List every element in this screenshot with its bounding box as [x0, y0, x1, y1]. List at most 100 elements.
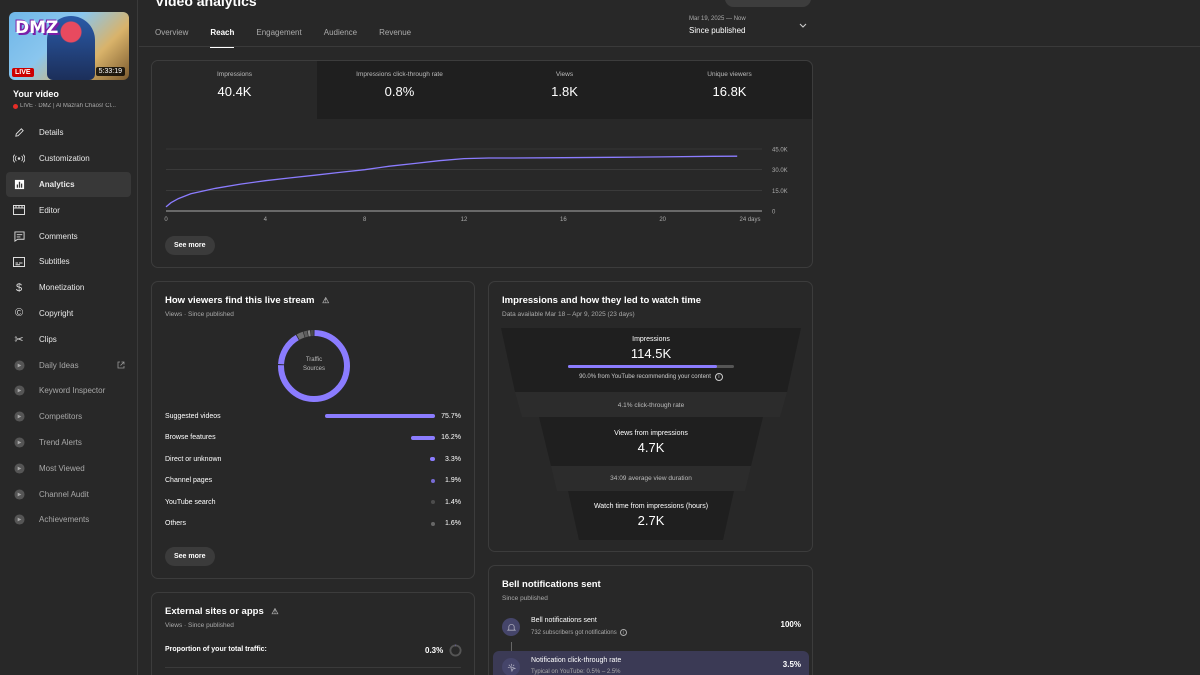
- metric-value: 40.4K: [217, 84, 252, 99]
- bell-icon: [502, 618, 520, 636]
- metric-value: 1.8K: [551, 84, 578, 99]
- external-title-text: External sites or apps: [165, 606, 264, 617]
- header-divider: [139, 46, 1200, 47]
- sidebar-item-subtitles[interactable]: Subtitles: [6, 249, 131, 275]
- sidebar-item-achievements[interactable]: Achievements: [6, 507, 131, 533]
- funnel-views: Views from impressions 4.7K: [501, 430, 801, 455]
- impressions-label: Impressions: [632, 336, 670, 343]
- sidebar-item-copyright[interactable]: © Copyright: [6, 301, 131, 327]
- source-bar: [430, 457, 435, 461]
- sidebar-item-keyword-inspector[interactable]: Keyword Inspector: [6, 378, 131, 404]
- sidebar-item-daily-ideas[interactable]: Daily Ideas: [6, 352, 131, 378]
- source-pct: 3.3%: [445, 455, 461, 463]
- sidebar-item-analytics[interactable]: Analytics: [6, 171, 131, 198]
- external-divider: [165, 667, 461, 668]
- sidebar-item-label: Editor: [39, 205, 60, 215]
- traffic-source-row[interactable]: Others 1.6%: [165, 518, 461, 530]
- donut-slice[interactable]: [296, 331, 305, 340]
- bell-row-pct: 100%: [780, 620, 801, 629]
- sidebar-item-label: Achievements: [39, 515, 90, 525]
- subtitles-icon: [13, 256, 25, 268]
- traffic-source-row[interactable]: Direct or unknown 3.3%: [165, 453, 461, 465]
- tab-engagement[interactable]: Engagement: [256, 28, 302, 37]
- bell-row-title: Notification click-through rate: [531, 657, 622, 664]
- metric-unique-viewers[interactable]: Unique viewers 16.8K: [647, 61, 812, 119]
- sidebar-item-monetization[interactable]: $ Monetization: [6, 275, 131, 301]
- advanced-mode-button[interactable]: [725, 0, 811, 7]
- x-tick-label: 4: [264, 217, 268, 223]
- sidebar-item-label: Details: [39, 128, 64, 138]
- sidebar-item-competitors[interactable]: Competitors: [6, 404, 131, 430]
- donut-label-line2: Sources: [302, 366, 325, 372]
- tab-audience[interactable]: Audience: [323, 28, 358, 37]
- impressions-progress: [568, 365, 734, 368]
- info-icon[interactable]: i: [714, 373, 723, 381]
- info-icon[interactable]: i: [619, 629, 627, 636]
- source-name: YouTube search: [165, 498, 216, 506]
- sidebar-item-details[interactable]: Details: [6, 120, 131, 146]
- metric-impressions[interactable]: Impressions 40.4K: [152, 61, 317, 119]
- source-pct: 1.4%: [445, 498, 461, 506]
- sidebar-item-clips[interactable]: ✂ Clips: [6, 326, 131, 352]
- donut-slice[interactable]: [278, 330, 350, 402]
- tab-reach[interactable]: Reach: [210, 28, 235, 48]
- funnel-watch-time: Watch time from impressions (hours) 2.7K: [501, 503, 801, 528]
- sidebar-item-label: Daily Ideas: [39, 360, 79, 370]
- donut-slice[interactable]: [278, 334, 299, 365]
- video-subtitle: LIVE · DMZ | Al Mazrah Chaos! Cl...: [13, 103, 135, 109]
- source-pct: 16.2%: [441, 434, 461, 441]
- sidebar-item-trend-alerts[interactable]: Trend Alerts: [6, 430, 131, 456]
- analytics-icon: [13, 178, 25, 190]
- extension-icon: [13, 514, 25, 526]
- sidebar-item-label: Clips: [39, 334, 57, 344]
- pencil-icon: [13, 127, 25, 139]
- date-range-selector[interactable]: Mar 19, 2025 — Now Since published: [689, 16, 811, 35]
- traffic-subtitle: Views · Since published: [165, 311, 234, 318]
- metric-value: 16.8K: [712, 84, 747, 99]
- bell-row-pct: 3.5%: [782, 660, 801, 669]
- bell-title: Bell notifications sent: [502, 579, 601, 590]
- traffic-source-row[interactable]: YouTube search 1.4%: [165, 496, 461, 508]
- impressions-chart: 0 15.0K 30.0K 45.0K 0 4 8 12 16 20 24 days: [164, 148, 787, 224]
- sidebar-item-label: Subtitles: [39, 257, 70, 267]
- extension-icon: [13, 411, 25, 423]
- metric-label: Unique viewers: [707, 71, 752, 78]
- extension-icon: [13, 385, 25, 397]
- traffic-source-row[interactable]: Suggested videos 75.7%: [165, 410, 461, 422]
- sidebar-item-customization[interactable]: Customization: [6, 146, 131, 172]
- duration-badge: 5:33:19: [95, 67, 125, 76]
- donut-slice[interactable]: [303, 330, 309, 338]
- external-link-icon: [117, 361, 125, 369]
- x-tick-label: 20: [659, 217, 666, 223]
- bell-row-sub-text: 732 subscribers got notifications: [531, 629, 617, 636]
- sidebar-item-most-viewed[interactable]: Most Viewed: [6, 455, 131, 481]
- traffic-source-row[interactable]: Channel pages 1.9%: [165, 475, 461, 487]
- traffic-see-more-button[interactable]: See more: [165, 547, 215, 566]
- sidebar-item-channel-audit[interactable]: Channel Audit: [6, 481, 131, 507]
- bell-connector: [511, 642, 512, 652]
- funnel-shape: [501, 328, 801, 540]
- scissors-icon: ✂: [14, 333, 24, 346]
- thumbnail-logo: DMZ: [15, 18, 59, 38]
- sidebar-item-editor[interactable]: Editor: [6, 197, 131, 223]
- bell-row-sub: Typical on YouTube: 0.5% – 2.5%: [531, 669, 621, 675]
- impressions-note-text: 90.0% from YouTube recommending your con…: [579, 374, 711, 380]
- sidebar-nav: Details Customization Analytics Editor C…: [6, 120, 131, 533]
- x-tick-label: 8: [363, 217, 367, 223]
- your-video-label: Your video: [13, 89, 59, 99]
- metric-ctr[interactable]: Impressions click-through rate 0.8%: [317, 61, 482, 119]
- traffic-source-row[interactable]: Browse features 16.2%: [165, 432, 461, 444]
- traffic-donut: Traffic Sources: [276, 328, 352, 404]
- tab-overview[interactable]: Overview: [155, 28, 189, 37]
- metric-views[interactable]: Views 1.8K: [482, 61, 647, 119]
- watch-time-value: 2.7K: [637, 513, 665, 528]
- video-thumbnail[interactable]: DMZ LIVE 5:33:19: [9, 12, 129, 80]
- impressions-line: [165, 155, 738, 208]
- metric-label: Impressions: [216, 71, 253, 78]
- reach-see-more-button[interactable]: See more: [165, 236, 215, 255]
- tab-revenue[interactable]: Revenue: [379, 28, 412, 37]
- source-bar: [411, 435, 435, 440]
- sidebar-item-label: Copyright: [39, 308, 74, 318]
- donut-label-line1: Traffic: [305, 357, 323, 363]
- sidebar-item-comments[interactable]: Comments: [6, 223, 131, 249]
